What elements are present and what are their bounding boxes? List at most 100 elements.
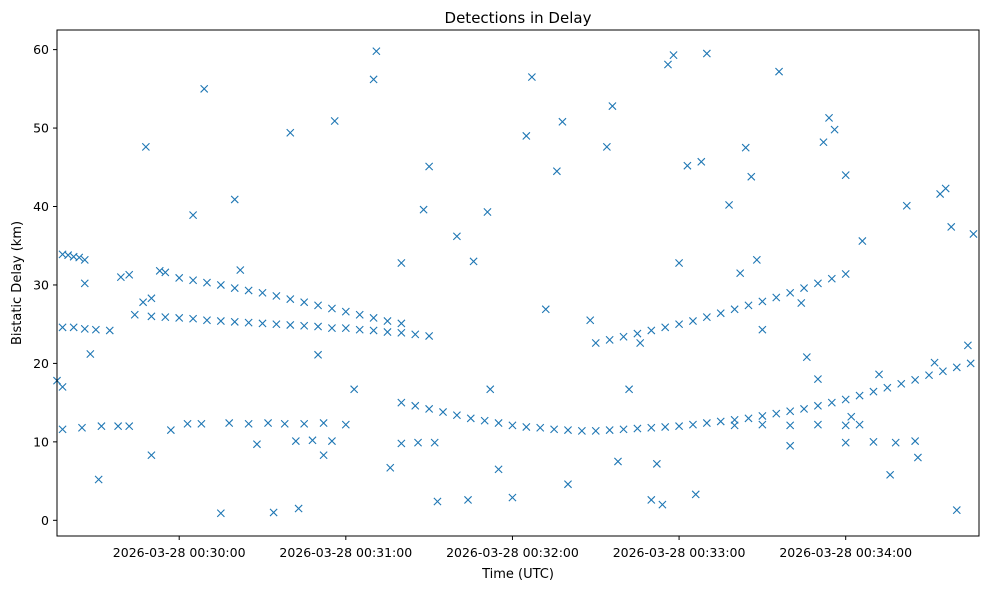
data-point (161, 268, 170, 277)
data-point (563, 426, 572, 435)
y-tick-label: 10 (33, 434, 49, 449)
data-point (244, 286, 253, 295)
data-point (439, 408, 448, 417)
data-point (425, 162, 434, 171)
data-point (813, 279, 822, 288)
data-point (369, 326, 378, 335)
data-point (591, 426, 600, 435)
data-point (480, 416, 489, 425)
data-point (236, 266, 245, 275)
data-point (786, 288, 795, 297)
x-axis-label: Time (UTC) (481, 567, 554, 582)
data-point (855, 420, 864, 429)
plot-area (53, 47, 978, 518)
axes-frame (56, 29, 980, 537)
data-point (80, 255, 89, 264)
data-point (675, 422, 684, 431)
data-point (286, 320, 295, 329)
data-point (397, 319, 406, 328)
data-point (286, 128, 295, 137)
y-tick-label: 0 (41, 513, 49, 528)
data-point (330, 117, 339, 125)
data-point (141, 142, 150, 151)
data-point (280, 419, 289, 428)
data-point (758, 297, 767, 306)
data-point (452, 232, 461, 241)
data-point (869, 437, 878, 446)
data-point (327, 304, 336, 313)
data-point (314, 301, 323, 310)
data-point (200, 84, 209, 93)
data-point (775, 67, 784, 76)
data-point (952, 363, 961, 372)
data-point (419, 205, 428, 214)
data-point (647, 423, 656, 432)
data-point (80, 279, 89, 288)
data-point (702, 49, 711, 58)
data-point (291, 437, 300, 446)
data-point (175, 273, 184, 282)
data-point (319, 451, 328, 460)
data-point (952, 506, 961, 515)
data-point (661, 323, 670, 332)
y-tick-label: 50 (33, 121, 49, 136)
data-point (114, 422, 123, 431)
data-point (702, 313, 711, 322)
data-point (647, 326, 656, 335)
data-point (294, 504, 303, 513)
data-point (483, 208, 492, 216)
data-point (758, 411, 767, 420)
data-point (341, 420, 350, 429)
data-point (258, 288, 267, 297)
data-point (536, 423, 545, 432)
data-point (577, 426, 586, 435)
data-point (130, 310, 139, 319)
data-point (941, 184, 950, 193)
data-point (938, 367, 947, 376)
data-point (341, 307, 350, 316)
data-point (744, 301, 753, 310)
data-point (397, 398, 406, 407)
data-point (69, 323, 78, 332)
data-point (369, 313, 378, 322)
data-point (847, 412, 856, 421)
data-point (327, 324, 336, 333)
data-point (78, 423, 86, 432)
data-point (930, 358, 939, 367)
data-point (608, 102, 617, 111)
data-point (125, 422, 134, 431)
data-point (147, 294, 156, 303)
data-point (80, 324, 89, 333)
data-point (891, 438, 900, 447)
data-point (147, 312, 156, 321)
data-point (216, 509, 225, 518)
data-point (913, 453, 922, 462)
data-point (425, 404, 434, 413)
data-point (855, 391, 864, 400)
data-point (197, 419, 206, 428)
data-point (730, 305, 739, 314)
data-point (272, 291, 281, 300)
data-point (383, 328, 392, 337)
data-point (825, 113, 834, 122)
data-point (411, 401, 420, 410)
data-point (541, 305, 550, 314)
data-point (725, 200, 734, 209)
data-point (669, 51, 678, 60)
data-point (741, 143, 750, 152)
data-point (841, 395, 850, 404)
data-point (369, 75, 378, 84)
data-point (225, 419, 234, 428)
data-point (827, 398, 836, 407)
data-point (452, 411, 461, 420)
data-point (658, 500, 667, 509)
data-point (813, 420, 822, 429)
data-point (558, 117, 567, 126)
data-point (688, 317, 697, 326)
data-point (697, 157, 706, 166)
data-point (300, 419, 309, 428)
data-point (841, 421, 850, 430)
data-point (244, 419, 253, 428)
y-tick-label: 40 (33, 199, 49, 214)
data-point (183, 419, 192, 428)
